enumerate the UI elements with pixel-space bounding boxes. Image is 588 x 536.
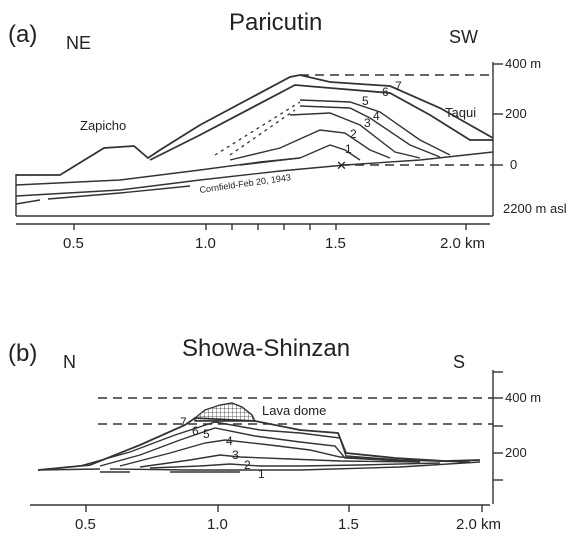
panel-b: (b) Showa-Shinzan N S 400 m 200 0.5 1.0 … xyxy=(8,335,541,533)
panel-b-x-axis: 0.5 1.0 1.5 2.0 km xyxy=(30,504,501,533)
panel-b-title: Showa-Shinzan xyxy=(182,335,350,362)
panel-a-place-right: Taqui xyxy=(445,105,476,120)
panel-a-stratum-cornfield xyxy=(15,151,494,197)
panel-a-stage-3 xyxy=(289,112,421,159)
panel-a: (a) Paricutin NE SW 400 m 200 0 2200 m a… xyxy=(8,9,567,252)
panel-b-stage-5 xyxy=(99,427,421,467)
panel-a-stage-label-7: 7 xyxy=(395,79,402,93)
panel-b-stage-4 xyxy=(119,439,421,467)
panel-a-y-tick-base: 2200 m asl xyxy=(503,201,567,216)
panel-a-y-tick-0: 0 xyxy=(510,157,517,172)
panel-a-profile-6 xyxy=(149,84,493,161)
panel-a-stage-label-3: 3 xyxy=(364,116,371,130)
panel-a-direction-left: NE xyxy=(66,33,91,53)
panel-a-y-tick-200: 200 xyxy=(505,106,527,121)
panel-b-direction-right: S xyxy=(453,352,465,372)
panel-a-vent-marker: ✕ xyxy=(336,158,347,173)
panel-a-y-axis: 400 m 200 0 2200 m asl xyxy=(492,56,567,216)
panel-a-title: Paricutin xyxy=(229,9,322,36)
panel-b-direction-left: N xyxy=(63,352,76,372)
panel-a-stage-label-4: 4 xyxy=(373,109,380,123)
panel-a-dotted-contact-2 xyxy=(229,109,296,156)
panel-b-letter: (b) xyxy=(8,340,37,367)
panel-b-x-tick-1.5: 1.5 xyxy=(338,516,359,533)
panel-b-stage-label-4: 4 xyxy=(226,434,233,448)
panel-a-stratum-lower xyxy=(15,185,191,205)
panel-b-y-axis: 400 m 200 xyxy=(492,370,541,504)
panel-a-y-tick-400: 400 m xyxy=(505,56,541,71)
panel-b-stage-label-1: 1 xyxy=(258,467,265,481)
panel-b-x-tick-0.5: 0.5 xyxy=(75,516,96,533)
panel-a-x-tick-0.5: 0.5 xyxy=(63,235,84,252)
panel-b-y-tick-400: 400 m xyxy=(505,390,541,405)
panel-a-cornfield-label: Cornfield-Feb 20, 1943 xyxy=(199,172,292,195)
panel-b-stage-2 xyxy=(149,462,441,469)
panel-b-y-tick-200: 200 xyxy=(505,445,527,460)
panel-a-x-tick-2.0: 2.0 km xyxy=(440,235,485,252)
panel-a-stage-5 xyxy=(299,99,451,156)
panel-a-stage-label-6: 6 xyxy=(382,85,389,99)
panel-a-profile-outer xyxy=(16,74,494,176)
panel-a-stage-label-2: 2 xyxy=(350,127,357,141)
panel-b-stage-label-7: 7 xyxy=(180,415,187,429)
panel-a-stage-label-1: 1 xyxy=(345,142,352,156)
panel-b-stage-label-2: 2 xyxy=(244,458,251,472)
panel-a-letter: (a) xyxy=(8,21,37,48)
panel-a-direction-right: SW xyxy=(449,27,478,47)
panel-a-place-left: Zapicho xyxy=(80,118,126,133)
panel-b-stage-1 xyxy=(37,461,481,471)
panel-b-stage-label-6: 6 xyxy=(192,424,199,438)
panel-a-x-tick-1.5: 1.5 xyxy=(325,235,346,252)
panel-b-stage-7 xyxy=(37,417,481,471)
panel-b-lava-dome xyxy=(194,402,257,422)
panel-b-stage-label-3: 3 xyxy=(232,448,239,462)
panel-a-stage-2 xyxy=(229,129,391,161)
panel-a-stratum-upper xyxy=(15,157,301,186)
panel-a-x-axis: 0.5 1.0 1.5 2.0 km xyxy=(16,223,490,252)
panel-b-dome-label: Lava dome xyxy=(262,403,326,418)
panel-a-dotted-contact-1 xyxy=(214,101,301,156)
panel-a-x-tick-1.0: 1.0 xyxy=(195,235,216,252)
panel-a-stage-label-5: 5 xyxy=(362,94,369,108)
panel-b-x-tick-2.0: 2.0 km xyxy=(456,516,501,533)
panel-b-x-tick-1.0: 1.0 xyxy=(207,516,228,533)
panel-a-stage-4 xyxy=(299,105,441,158)
panel-b-stage-6 xyxy=(79,421,471,467)
panel-b-stage-3 xyxy=(139,454,421,468)
panel-b-stage-label-5: 5 xyxy=(203,427,210,441)
